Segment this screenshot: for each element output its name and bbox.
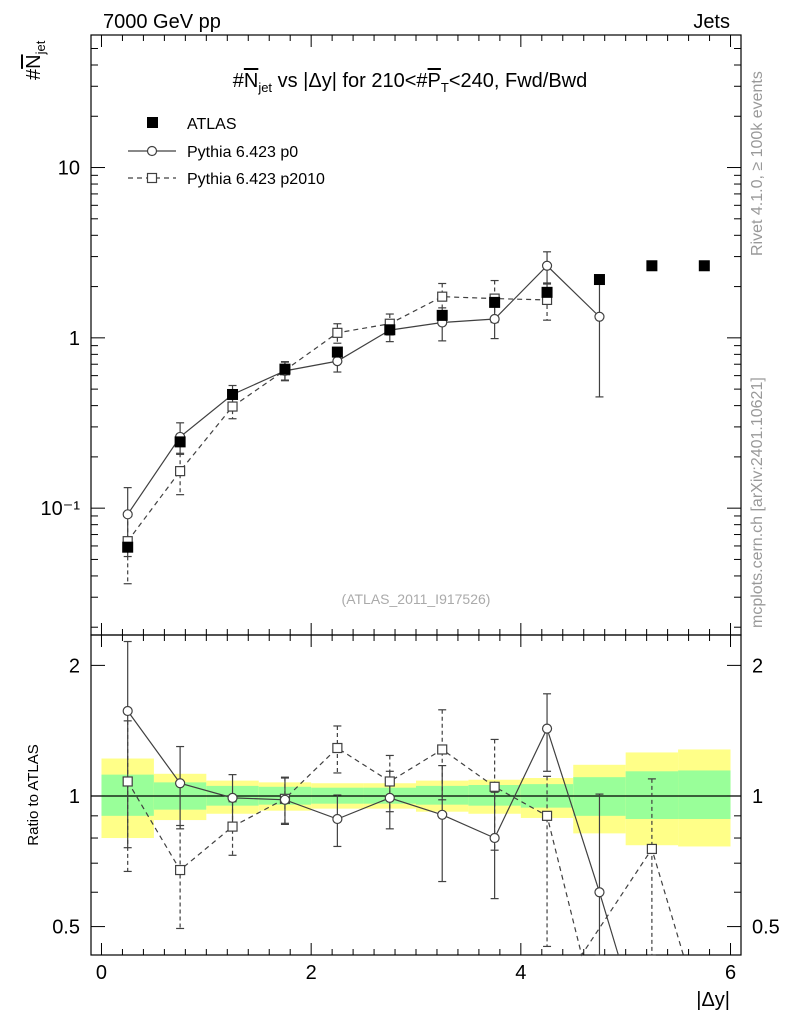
legend-atlas-label: ATLAS <box>187 116 237 133</box>
main-atlas-point <box>122 541 134 553</box>
ratio-p2010-line <box>127 747 684 957</box>
rivet-label: Rivet 4.1.0, ≥ 100k events <box>749 71 766 256</box>
main-atlas-point <box>384 324 396 336</box>
legend-p2010-label: Pythia 6.423 p2010 <box>187 171 325 188</box>
ratio-y-tick-label-right: 2 <box>752 655 763 677</box>
ratio-p0-point <box>122 705 133 717</box>
ratio-p2010-point <box>489 781 500 792</box>
ratio-p0-line <box>127 710 619 956</box>
x-tick-label: 2 <box>306 962 317 984</box>
main-p0-line <box>127 264 600 515</box>
ratio-p0-point <box>332 813 343 825</box>
axes: 0 2 4 6 10⁻¹ 1 10 0.5 0.5 1 1 2 2 <box>41 34 780 984</box>
main-atlas-point <box>593 274 605 286</box>
ratio-p2010-point <box>646 843 657 855</box>
ratio-y-tick-label-right: 1 <box>752 786 763 808</box>
main-p2010-point <box>332 327 343 338</box>
main-p0-point <box>541 260 553 271</box>
ratio-p2010-point <box>175 864 186 876</box>
ratio-p0-point <box>437 809 448 820</box>
ratio-y-tick-label-right: 0.5 <box>752 917 780 939</box>
header-left: 7000 GeV pp <box>103 11 221 33</box>
main-p2010-point <box>437 291 448 302</box>
x-axis-label: |Δy| <box>696 989 730 1011</box>
main-p2010-point <box>175 466 186 477</box>
main-p0-point <box>594 311 605 322</box>
band-inner <box>678 770 731 820</box>
ratio-p2010-point <box>122 776 133 787</box>
ratio-ylabel: Ratio to ATLAS <box>25 744 42 845</box>
main-ylabel: #Njet <box>23 40 48 80</box>
legend-p0-label: Pythia 6.423 p0 <box>187 144 298 161</box>
legend: ATLAS Pythia 6.423 p0 Pythia 6.423 p2010 <box>128 116 325 188</box>
main-p2010-point <box>227 401 238 412</box>
ratio-p2010-point <box>541 810 553 821</box>
main-title: #Njet vs |Δy| for 210<#PT<240, Fwd/Bwd <box>233 70 588 95</box>
ratio-p2010-point <box>332 742 343 754</box>
x-tick-label: 6 <box>725 962 736 984</box>
legend-p0-marker <box>146 145 158 157</box>
main-atlas-point <box>646 260 658 272</box>
analysis-watermark: (ATLAS_2011_I917526) <box>342 591 491 607</box>
data-layer <box>122 251 710 957</box>
main-atlas-point <box>436 309 448 321</box>
svg-text:#Njet: #Njet <box>23 40 48 80</box>
ratio-p0-point <box>384 792 395 803</box>
main-atlas-point <box>331 346 343 358</box>
main-p0-point <box>489 313 500 325</box>
main-y-tick-label: 1 <box>69 328 80 350</box>
ratio-p2010-point <box>227 821 238 832</box>
main-y-tick-label: 10⁻¹ <box>41 498 81 520</box>
ratio-p0-point <box>594 887 605 898</box>
legend-atlas-marker <box>147 117 158 128</box>
main-atlas-point <box>174 436 186 448</box>
main-y-tick-label: 10 <box>58 158 80 180</box>
ratio-p0-point <box>489 832 500 844</box>
main-atlas-point <box>698 260 710 272</box>
x-tick-label: 0 <box>96 962 107 984</box>
ratio-p0-point <box>227 792 238 803</box>
x-tick-label: 4 <box>515 962 526 984</box>
main-atlas-point <box>541 286 553 298</box>
header-right: Jets <box>693 11 730 33</box>
mcplots-label: mcplots.cern.ch [arXiv:2401.10621] <box>749 377 766 628</box>
ratio-p0-point <box>279 794 291 805</box>
ratio-p2010-point <box>437 744 448 755</box>
ratio-y-tick-label-left: 1 <box>69 786 80 808</box>
main-p0-point <box>122 509 133 520</box>
main-atlas-point <box>227 388 239 400</box>
ratio-p2010-point <box>384 776 395 787</box>
ratio-p0-point <box>175 778 186 789</box>
ratio-bands <box>101 749 731 847</box>
ratio-y-tick-label-left: 0.5 <box>52 917 80 939</box>
svg-text:#Njet vs |Δy| for 210<#PT<240,: #Njet vs |Δy| for 210<#PT<240, Fwd/Bwd <box>233 70 588 95</box>
legend-p2010-marker <box>146 172 158 184</box>
main-p0-point <box>332 356 343 367</box>
main-atlas-point <box>279 363 291 375</box>
main-atlas-point <box>489 296 501 308</box>
ratio-p0-point <box>541 723 553 734</box>
ratio-y-tick-label-left: 2 <box>69 655 80 677</box>
